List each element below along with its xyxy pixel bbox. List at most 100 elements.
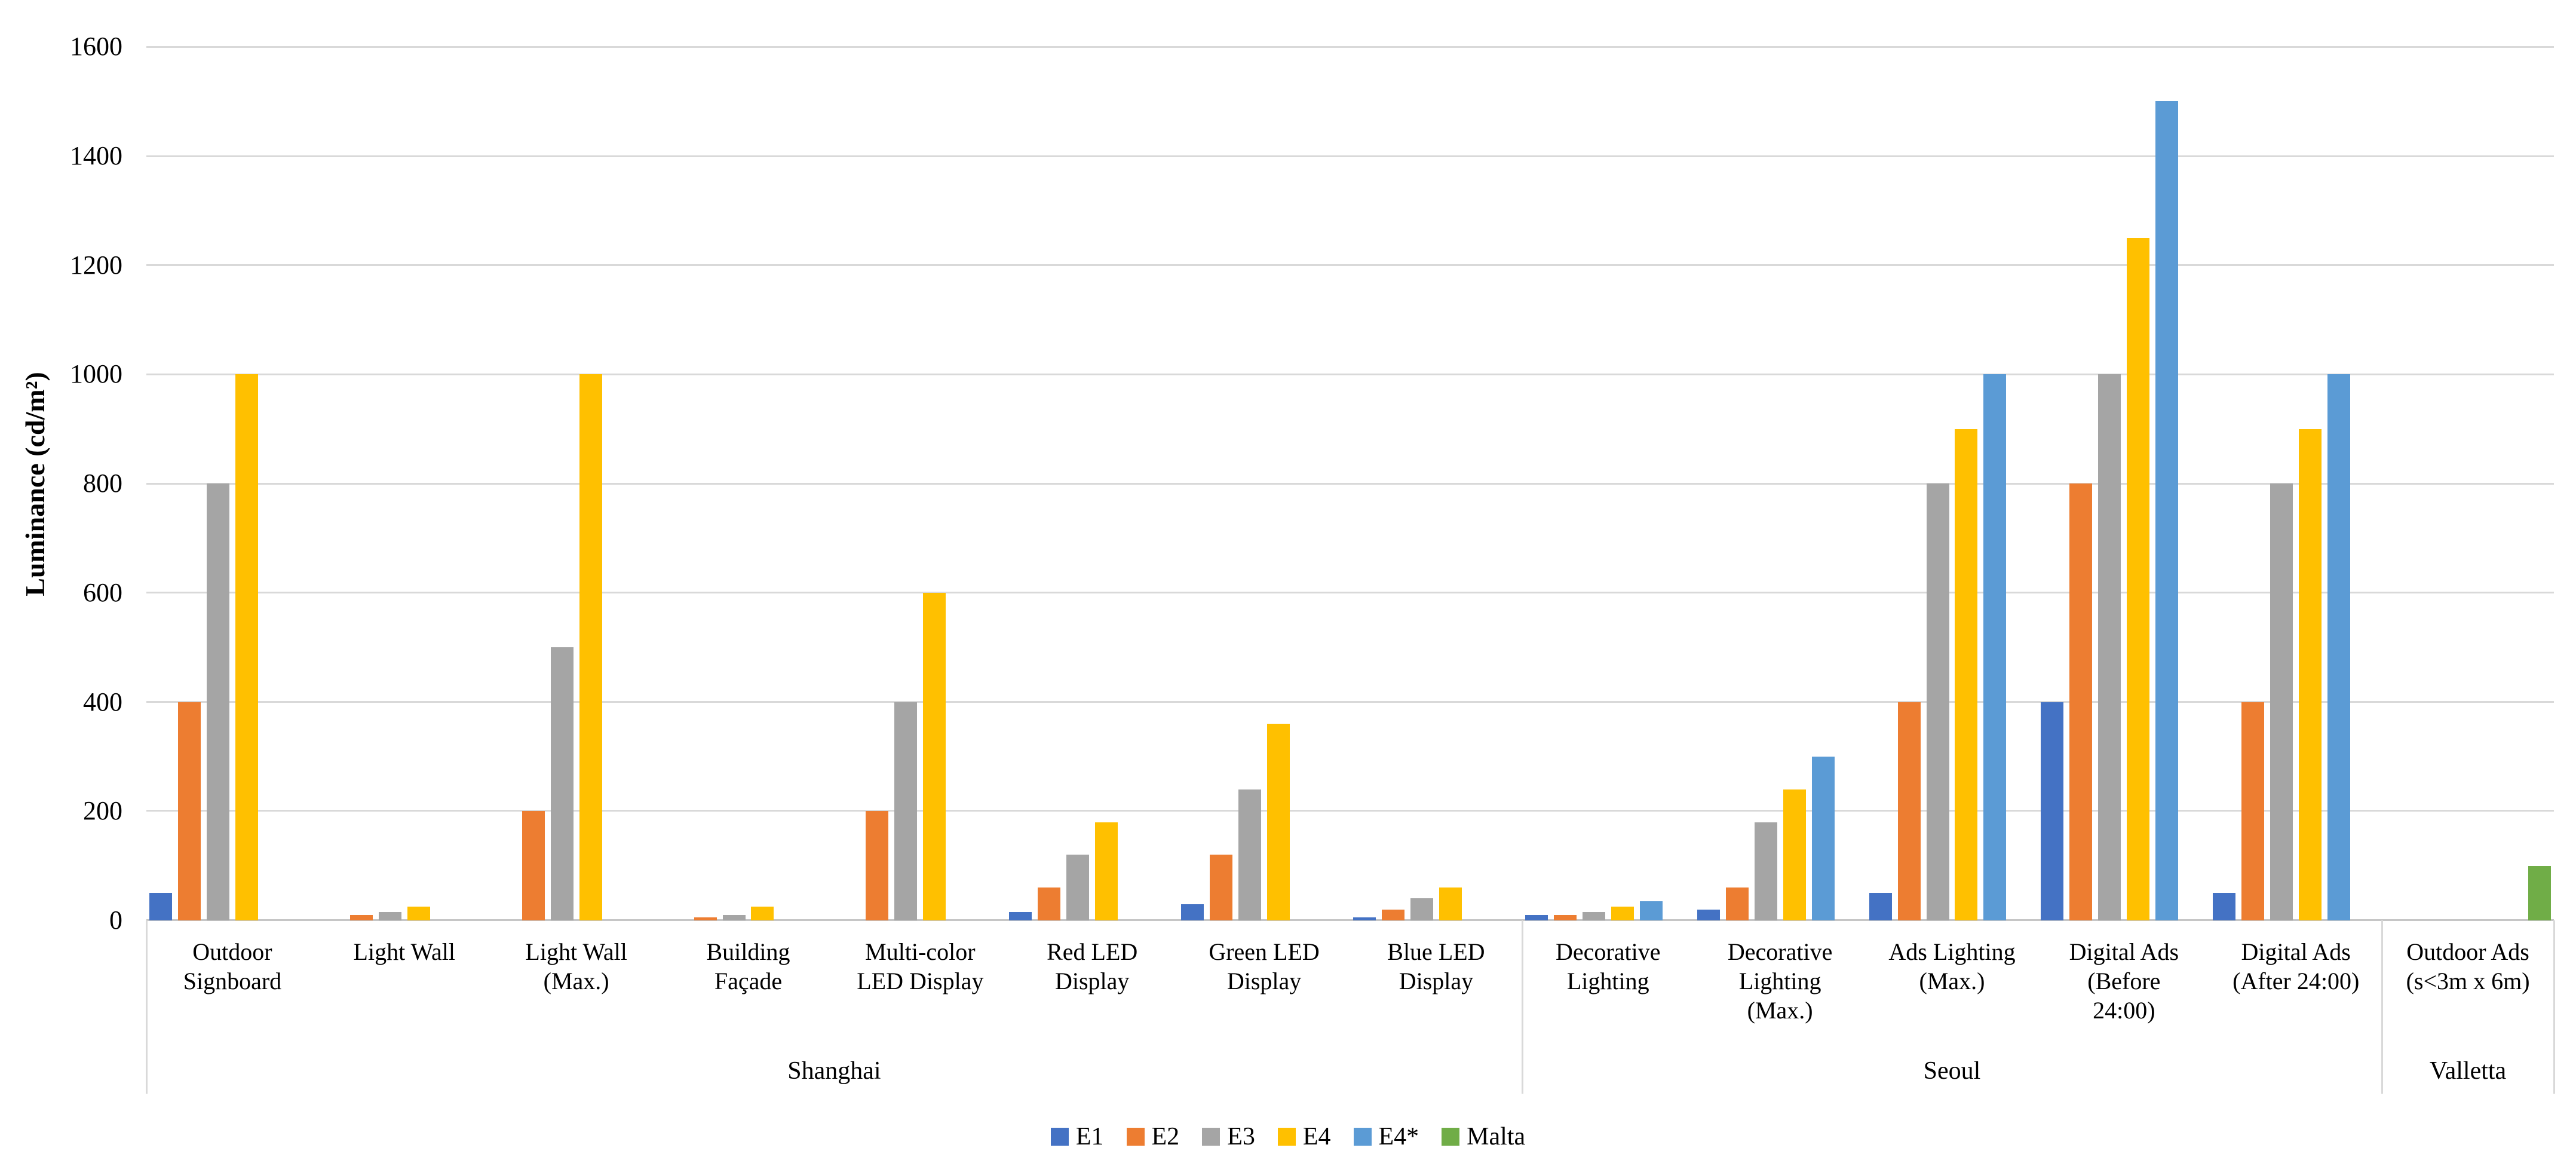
x-axis-category-label-line: Digital Ads bbox=[2069, 938, 2179, 965]
y-axis-tick-labels: 1600 1400 1200 1000 800 600 400 200 0 bbox=[0, 30, 122, 937]
x-axis-category-label-line: Display bbox=[1226, 968, 1302, 994]
bar-e2 bbox=[2241, 702, 2265, 920]
x-axis-category-label-line: (Max.) bbox=[1919, 968, 1985, 994]
bar-e4star bbox=[2327, 374, 2351, 920]
bar-e2 bbox=[1897, 702, 1921, 920]
x-axis-category-label-line: LED Display bbox=[857, 968, 984, 994]
bar-e4 bbox=[751, 907, 774, 920]
legend-item-e4: E4 bbox=[1277, 1122, 1331, 1151]
x-axis-category-label-line: Display bbox=[1054, 968, 1130, 994]
bar-e1 bbox=[2213, 893, 2236, 920]
x-axis-category-label: Decorative Lighting (Max.) bbox=[1694, 937, 1866, 1025]
x-axis-category-label-line: (Max.) bbox=[543, 968, 609, 994]
y-axis-tick-label: 1400 bbox=[70, 140, 122, 170]
gridline bbox=[146, 810, 2554, 812]
legend-label: E4* bbox=[1378, 1123, 1419, 1150]
x-axis-category-label: Light Wall (Max.) bbox=[490, 937, 663, 996]
gridline bbox=[146, 592, 2554, 594]
bar-group bbox=[834, 47, 1006, 920]
bar-e2 bbox=[349, 914, 373, 920]
bar-e1 bbox=[149, 893, 172, 920]
x-axis-category-label-line: Digital Ads bbox=[2241, 938, 2351, 965]
x-axis-category-label-line: Green LED bbox=[1209, 938, 1320, 965]
city-section-divider bbox=[146, 920, 148, 1094]
bar-e3 bbox=[1582, 912, 1605, 920]
x-axis-category-label: Outdoor Ads (s<3m x 6m) bbox=[2382, 937, 2554, 996]
bar-e3 bbox=[1754, 822, 1777, 920]
gridline bbox=[146, 46, 2554, 48]
bar-e4 bbox=[1267, 724, 1290, 920]
y-axis-tick-label: 0 bbox=[109, 905, 122, 935]
legend-swatch-e1 bbox=[1050, 1128, 1069, 1146]
x-axis-category-label-line: Multi-color bbox=[865, 938, 976, 965]
bar-e4 bbox=[1439, 887, 1462, 920]
x-axis-category-label-line: Blue LED bbox=[1387, 938, 1485, 965]
legend-item-e2: E2 bbox=[1126, 1122, 1179, 1151]
bar-e3 bbox=[1410, 898, 1433, 920]
x-axis-category-label: Outdoor Signboard bbox=[146, 937, 318, 996]
x-axis-category-label-line: (Before bbox=[2087, 968, 2161, 994]
gridlines bbox=[146, 46, 2554, 921]
x-axis-category-label: Digital Ads (After 24:00) bbox=[2210, 937, 2382, 996]
legend: E1 E2 E3 E4 E4* Malta bbox=[0, 1119, 2576, 1155]
bar-e4 bbox=[2127, 237, 2150, 920]
bar-e4 bbox=[923, 592, 946, 920]
bar-e1 bbox=[1697, 909, 1720, 920]
y-axis-tick-label: 400 bbox=[83, 687, 122, 717]
x-axis-category-label-line: Decorative bbox=[1727, 938, 1833, 965]
bar-e4 bbox=[579, 374, 602, 920]
bar-e3 bbox=[2098, 374, 2121, 920]
bar-e1 bbox=[1353, 917, 1376, 920]
bar-e3 bbox=[2270, 483, 2293, 920]
bar-e1 bbox=[1525, 914, 1548, 920]
bar-e1 bbox=[1181, 904, 1204, 920]
bar-e4 bbox=[1095, 822, 1118, 920]
x-axis-category-label-line: Lighting bbox=[1738, 968, 1821, 994]
gridline bbox=[146, 373, 2554, 375]
legend-label: E1 bbox=[1075, 1123, 1104, 1150]
bar-e3 bbox=[1926, 483, 1949, 920]
bar-e4 bbox=[235, 374, 258, 920]
legend-label: Malta bbox=[1467, 1123, 1526, 1150]
bar-e3 bbox=[894, 702, 918, 920]
x-axis-category-label-line: Outdoor Ads bbox=[2406, 938, 2529, 965]
bar-e2 bbox=[177, 702, 201, 920]
legend-item-e1: E1 bbox=[1050, 1122, 1104, 1151]
city-section-divider bbox=[2553, 920, 2555, 1094]
bar-e2 bbox=[2069, 483, 2093, 920]
bar-group bbox=[1006, 47, 1178, 920]
x-axis-category-label-line: (After 24:00) bbox=[2232, 968, 2360, 994]
x-axis-category-label-line: Red LED bbox=[1047, 938, 1138, 965]
axis-baseline bbox=[146, 919, 2554, 921]
y-axis-tick-label: 1200 bbox=[70, 250, 122, 280]
bar-e4star bbox=[1811, 756, 1835, 920]
legend-item-e3: E3 bbox=[1202, 1122, 1255, 1151]
bar-e1 bbox=[2041, 702, 2064, 920]
legend-swatch-e3 bbox=[1202, 1128, 1220, 1146]
x-axis-category-label-line: Light Wall bbox=[353, 938, 455, 965]
bar-e4star bbox=[2155, 101, 2179, 920]
bar-group bbox=[146, 47, 318, 920]
bar-e3 bbox=[722, 914, 746, 920]
bar-group bbox=[1866, 47, 2038, 920]
plot-area bbox=[146, 46, 2554, 921]
bar-e4 bbox=[407, 907, 430, 920]
city-label-seoul: Seoul bbox=[1923, 1057, 1981, 1085]
x-axis-category-label-line: Light Wall bbox=[525, 938, 627, 965]
city-section-divider bbox=[1521, 920, 1523, 1094]
bar-e2 bbox=[1038, 887, 1061, 920]
bar-malta bbox=[2528, 865, 2551, 920]
bar-group bbox=[1522, 47, 1694, 920]
gridline bbox=[146, 700, 2554, 703]
x-axis-category-label-line: Outdoor bbox=[192, 938, 272, 965]
bar-e2 bbox=[522, 811, 545, 920]
bar-group bbox=[1694, 47, 1866, 920]
city-section-divider bbox=[2381, 920, 2384, 1094]
bar-group bbox=[1178, 47, 1350, 920]
bar-group bbox=[318, 47, 490, 920]
bar-e4 bbox=[1783, 789, 1806, 920]
legend-item-e4star: E4* bbox=[1353, 1122, 1419, 1151]
x-axis-category-label-line: 24:00) bbox=[2093, 997, 2155, 1024]
bar-e2 bbox=[694, 917, 717, 920]
